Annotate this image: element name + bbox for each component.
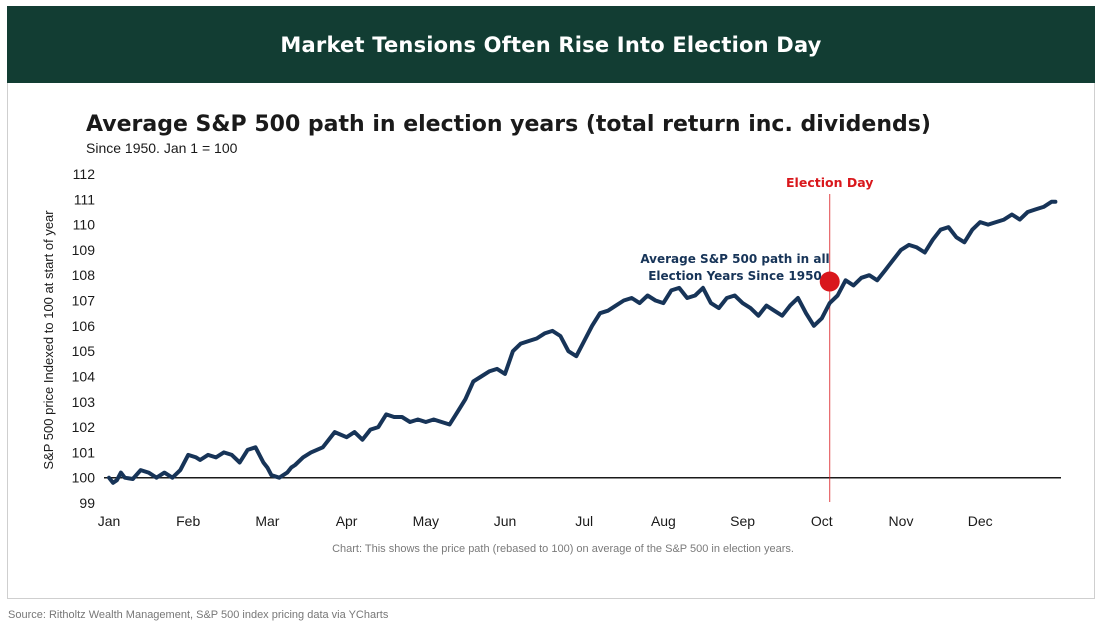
y-tick-label: 100 [72, 470, 96, 486]
title-banner: Market Tensions Often Rise Into Election… [7, 6, 1095, 83]
y-tick-label: 103 [72, 394, 96, 410]
chart-title: Average S&P 500 path in election years (… [86, 112, 931, 137]
y-tick-label: 101 [72, 444, 96, 460]
y-tick-label: 110 [73, 217, 96, 233]
x-tick-label: Jul [575, 513, 593, 529]
election-day-marker [819, 271, 840, 292]
y-tick-label: 109 [72, 242, 96, 258]
x-tick-label: Oct [811, 513, 833, 529]
y-tick-label: 111 [74, 191, 95, 207]
election-day-label: Election Day [786, 175, 873, 190]
y-tick-label: 112 [73, 166, 96, 182]
x-tick-label: Nov [889, 513, 914, 529]
chart-panel [7, 83, 1095, 599]
chart-subtitle: Since 1950. Jan 1 = 100 [86, 140, 238, 156]
x-tick-label: Dec [968, 513, 993, 529]
x-tick-label: Aug [651, 513, 676, 529]
y-tick-label: 107 [72, 293, 96, 309]
y-tick-label: 108 [72, 267, 96, 283]
series-line-average-sp500 [107, 199, 1058, 485]
series-annotation-line-2: Election Years Since 1950 [648, 269, 822, 283]
x-tick-label: Jan [98, 513, 121, 529]
y-tick-label: 105 [72, 343, 96, 359]
x-tick-label: Mar [255, 513, 279, 529]
source-note: Source: Ritholtz Wealth Management, S&P … [8, 609, 389, 621]
x-tick-label: May [413, 513, 439, 529]
x-tick-label: Apr [336, 513, 358, 529]
y-tick-label: 99 [79, 495, 95, 511]
y-tick-label: 106 [72, 318, 96, 334]
x-tick-label: Jun [494, 513, 517, 529]
x-tick-label: Sep [730, 513, 755, 529]
y-tick-label: 104 [72, 368, 96, 384]
y-tick-label: 102 [72, 419, 96, 435]
x-tick-label: Feb [176, 513, 200, 529]
y-axis-title: S&P 500 price Indexed to 100 at start of… [41, 210, 56, 470]
banner-title: Market Tensions Often Rise Into Election… [280, 32, 822, 57]
series-annotation-line-1: Average S&P 500 path in all [640, 252, 829, 266]
chart-caption: Chart: This shows the price path (rebase… [332, 543, 794, 555]
